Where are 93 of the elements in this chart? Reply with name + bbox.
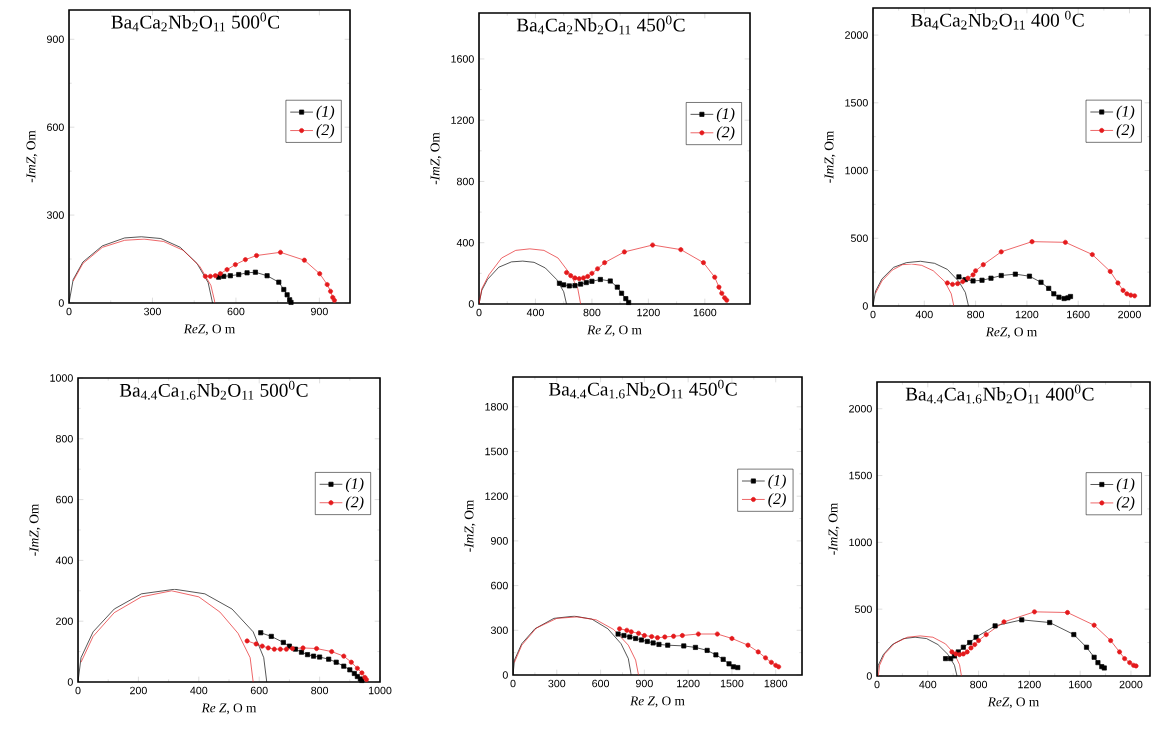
x-tick-label: 0 <box>874 680 880 689</box>
x-axis-title: ReZ, O m <box>985 327 1038 339</box>
y-tick-label: 1000 <box>845 166 868 175</box>
y-tick-label: 0 <box>468 300 474 308</box>
x-tick-label: 900 <box>311 307 328 316</box>
x-tick-label: 800 <box>970 680 988 689</box>
y-tick-label: 1200 <box>485 492 508 500</box>
y-tick-label: 600 <box>47 123 64 131</box>
x-axis-title: Re Z, O m <box>630 696 685 708</box>
chart-title: Ba$_{4.4}$Ca$_{1.6}$Nb$_{2}$O$_{11}$ 500$^{0}$C <box>119 380 308 400</box>
x-axis-title: ReZ, O m <box>183 324 236 336</box>
legend-label: (2) <box>1116 123 1135 139</box>
y-tick-label: 500 <box>850 234 868 243</box>
legend-label: (1) <box>1116 477 1135 493</box>
y-tick-label: 300 <box>490 626 508 635</box>
legend-label: (1) <box>316 105 335 121</box>
y-tick-label: 0 <box>58 299 64 307</box>
legend-label: (1) <box>768 474 786 489</box>
x-axis-title: Re Z, O m <box>587 325 642 337</box>
x-tick-label: 800 <box>311 686 329 695</box>
x-tick-label: 1500 <box>720 679 744 688</box>
y-tick-label: 2000 <box>849 404 872 413</box>
x-tick-label: 2000 <box>1119 680 1143 689</box>
y-tick-label: 0 <box>866 672 872 680</box>
y-axis-title: -ImZ, Om <box>26 130 38 183</box>
y-tick-label: 1500 <box>849 471 872 480</box>
chart-title: Ba$_{4}$Ca$_{2}$Nb$_{2}$O$_{11}$ 400 $^{0}$C <box>911 10 1084 30</box>
legend-label: (1) <box>345 477 364 493</box>
x-tick-label: 1600 <box>693 308 717 317</box>
x-tick-label: 1200 <box>1018 680 1041 689</box>
y-tick-label: 1000 <box>50 374 73 382</box>
x-tick-label: 800 <box>583 308 601 317</box>
x-tick-label: 1600 <box>1067 310 1090 319</box>
y-axis-title: -ImZ, Om <box>430 132 442 185</box>
x-tick-label: 1800 <box>764 679 788 688</box>
y-tick-label: 600 <box>491 581 508 590</box>
x-tick-label: 0 <box>476 308 482 317</box>
y-tick-label: 0 <box>862 302 868 310</box>
y-tick-label: 0 <box>502 671 508 679</box>
x-tick-label: 600 <box>592 679 610 688</box>
x-tick-label: 600 <box>227 307 245 316</box>
y-tick-label: 800 <box>55 435 73 443</box>
legend-label: (1) <box>716 107 735 123</box>
y-axis-title: -ImZ, Om <box>828 502 840 555</box>
x-tick-label: 0 <box>510 679 516 688</box>
y-tick-label: 900 <box>491 537 508 545</box>
x-tick-label: 800 <box>967 310 985 319</box>
y-axis-title: -ImZ, Om <box>824 130 836 183</box>
y-tick-label: 400 <box>55 556 73 565</box>
legend-label: (2) <box>1116 496 1135 511</box>
x-tick-label: 300 <box>143 307 161 316</box>
x-tick-label: 900 <box>635 679 653 688</box>
y-tick-label: 1600 <box>451 55 474 63</box>
x-tick-label: 1200 <box>637 308 660 317</box>
y-tick-label: 1800 <box>485 403 508 411</box>
x-tick-label: 400 <box>190 686 208 695</box>
y-tick-label: 2000 <box>845 31 868 39</box>
chart-title: Ba$_{4.4}$Ca$_{1.6}$Nb$_{2}$O$_{11}$ 400$^{0}$C <box>905 384 1094 404</box>
legend-label: (2) <box>316 123 335 139</box>
y-tick-label: 800 <box>456 177 474 186</box>
x-tick-label: 1000 <box>368 686 392 695</box>
x-tick-label: 1200 <box>677 679 700 688</box>
x-tick-label: 2000 <box>1118 310 1141 319</box>
x-tick-label: 0 <box>75 686 81 695</box>
legend-label: (2) <box>768 492 786 508</box>
legend-label: (2) <box>345 496 364 511</box>
y-tick-label: 1200 <box>451 116 474 124</box>
chart-title: Ba$_{4}$Ca$_{2}$Nb$_{2}$O$_{11}$ 450$^{0}$C <box>516 15 685 35</box>
y-tick-label: 400 <box>456 238 474 247</box>
x-tick-label: 400 <box>915 310 933 319</box>
legend-label: (1) <box>1116 105 1135 120</box>
y-tick-label: 500 <box>854 605 872 613</box>
x-tick-label: 600 <box>250 686 268 695</box>
y-tick-label: 300 <box>46 211 64 219</box>
legend-label: (2) <box>716 126 735 141</box>
x-tick-label: 400 <box>526 308 544 317</box>
x-tick-label: 1600 <box>1069 680 1092 689</box>
y-tick-label: 600 <box>56 495 73 504</box>
y-axis-title: -ImZ, Om <box>464 499 476 552</box>
y-tick-label: 1000 <box>849 538 872 547</box>
y-axis-title: -ImZ, Om <box>29 503 41 556</box>
y-tick-label: 1500 <box>845 99 868 107</box>
x-tick-label: 400 <box>919 680 937 689</box>
x-axis-title: ReZ, O m <box>987 697 1040 709</box>
y-tick-label: 200 <box>56 617 73 625</box>
x-tick-label: 300 <box>548 679 566 688</box>
chart-title: Ba$_{4.4}$Ca$_{1.6}$Nb$_{2}$O$_{11}$ 450$^{0}$C <box>548 379 737 399</box>
y-tick-label: 900 <box>47 35 64 44</box>
x-tick-label: 1200 <box>1015 310 1039 319</box>
y-tick-label: 1500 <box>485 447 508 456</box>
x-axis-title: Re Z, O m <box>201 703 257 715</box>
chart-title: Ba$_{4}$Ca$_{2}$Nb$_{2}$O$_{11}$ 500$^{0}$C <box>111 12 280 32</box>
x-tick-label: 200 <box>130 686 147 695</box>
